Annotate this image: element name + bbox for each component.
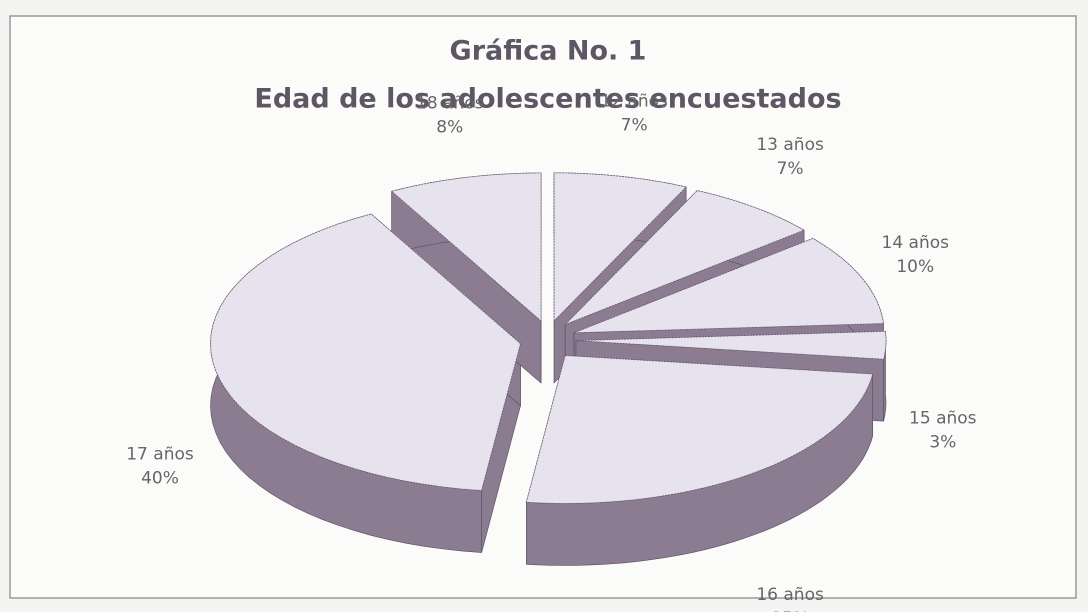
slice-tops [210, 172, 887, 504]
value-label: 10% [896, 257, 934, 277]
slice [525, 355, 874, 504]
slice [573, 237, 884, 334]
labels: 12 años 7% 13 años 7% 14 años 10% 15 años 3% 16 … [126, 92, 976, 612]
value-label: 40% [141, 469, 179, 489]
value-label: 25% [771, 609, 809, 612]
category-label: 13 años [756, 135, 824, 155]
slice [210, 213, 521, 491]
slice [390, 172, 542, 322]
category-label: 18 años [416, 93, 484, 113]
category-label: 12 años [600, 92, 668, 112]
value-label: 7% [777, 159, 804, 179]
category-label: 17 años [126, 445, 194, 465]
chart-title: Gráfica No. 1 [450, 36, 647, 67]
slice [575, 330, 887, 360]
category-label: 15 años [909, 408, 977, 428]
category-label: 16 años [756, 585, 824, 605]
chart-subtitle: Edad de los adolescentes encuestados [254, 84, 841, 115]
value-label: 8% [436, 117, 463, 137]
value-label: 3% [929, 432, 956, 452]
slice [553, 172, 687, 322]
category-label: 14 años [882, 233, 950, 253]
value-label: 7% [621, 116, 648, 136]
slice [564, 190, 805, 325]
